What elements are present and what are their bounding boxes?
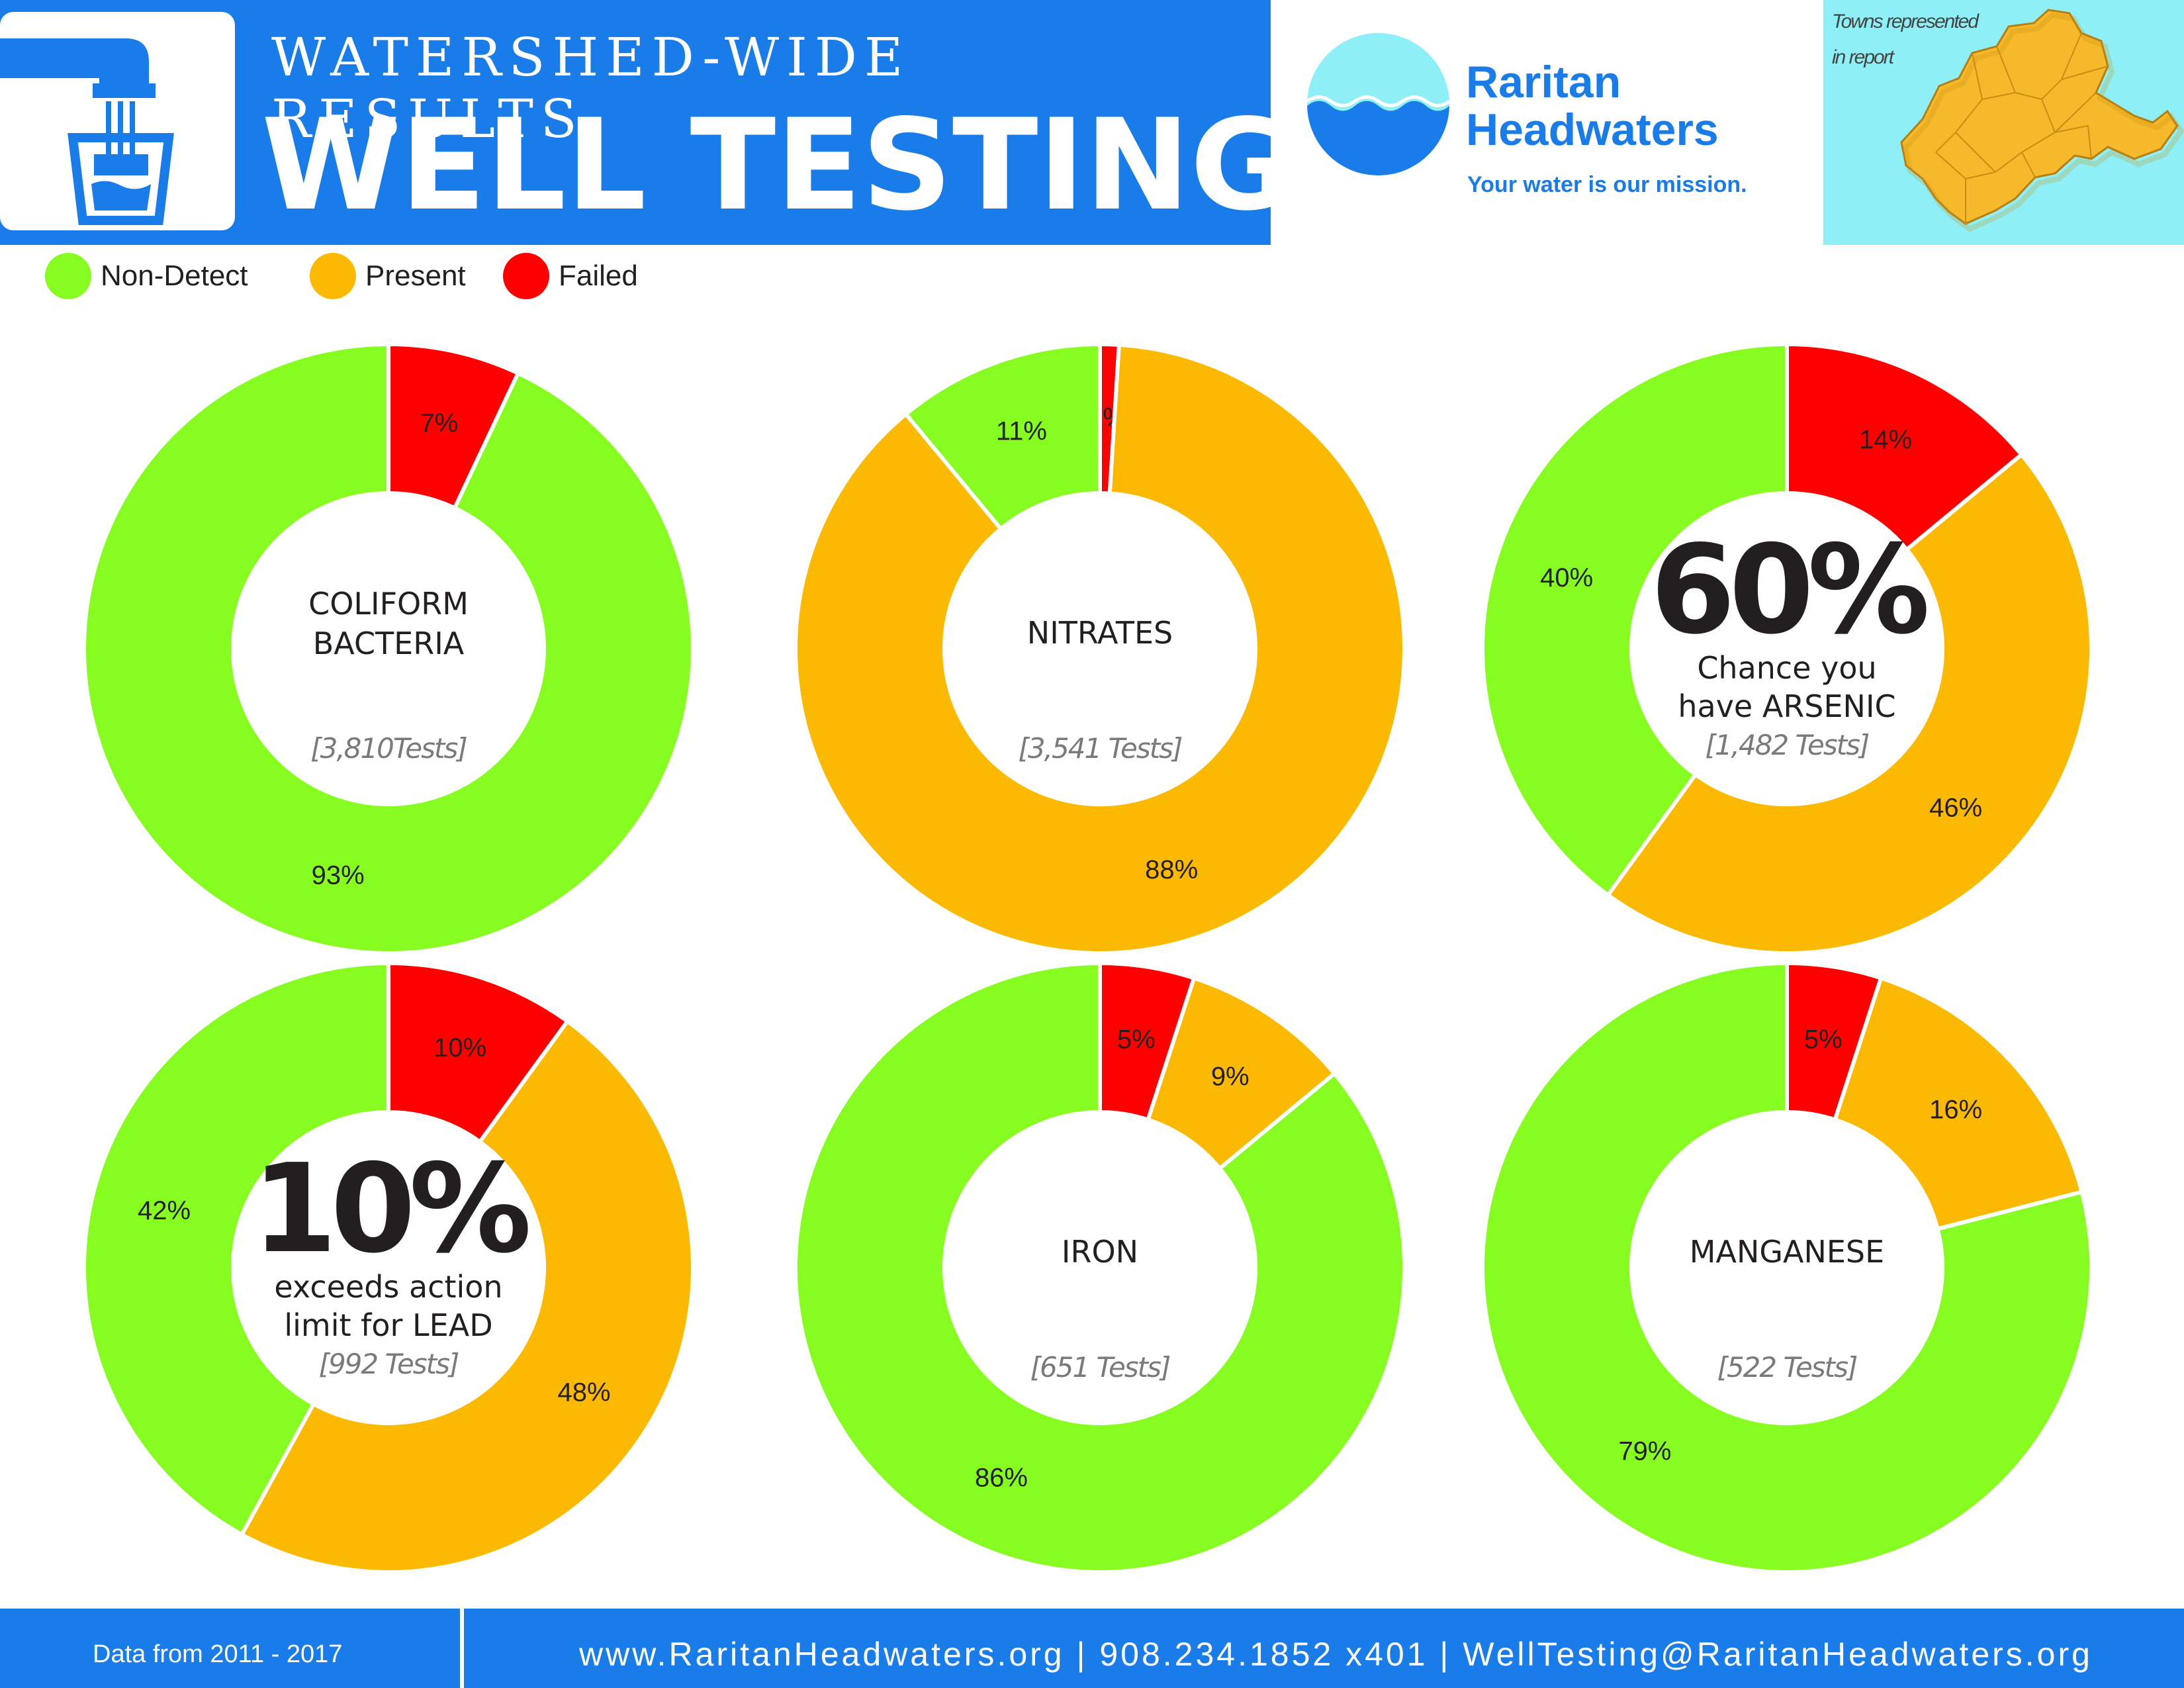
- brand-name-line1: Raritan: [1466, 57, 1621, 107]
- highlight-note: have ARSENIC: [1678, 688, 1895, 724]
- map-caption-line2: in report: [1832, 46, 1894, 68]
- highlight-note: Chance you: [1697, 650, 1876, 686]
- footer-divider: [460, 1609, 464, 1688]
- footer-data-range: Data from 2011 - 2017: [93, 1640, 343, 1668]
- slice-present: [794, 342, 1406, 955]
- test-count: [522 Tests]: [1717, 1351, 1857, 1383]
- slice-present: [1606, 452, 2094, 955]
- slice-failed: [387, 961, 570, 1144]
- chart-name: MANGANESE: [1690, 1234, 1884, 1270]
- slice-label-failed: 14%: [1859, 425, 1912, 454]
- slice-label-non-detect: 11%: [996, 417, 1047, 446]
- map-caption-line1: Towns represented: [1832, 11, 1979, 32]
- slice-label-non-detect: 42%: [138, 1196, 191, 1225]
- test-count: [3,810Tests]: [310, 732, 467, 765]
- slice-non-detect: [82, 961, 390, 1537]
- slice-failed: [1785, 342, 2024, 552]
- chart-name: IRON: [1062, 1234, 1138, 1270]
- towns-map: [1823, 0, 2184, 245]
- report-subtitle: WATERSHED-WIDE RESULTS: [271, 26, 911, 150]
- slice-label-present: 46%: [1929, 794, 1982, 823]
- highlight-note: limit for LEAD: [284, 1307, 492, 1343]
- slice-label-non-detect: 40%: [1540, 563, 1593, 592]
- test-count: [3,541 Tests]: [1019, 732, 1183, 765]
- legend-swatch-failed: [503, 253, 549, 299]
- highlight-note: exceeds action: [274, 1269, 502, 1305]
- legend-label: Present: [365, 259, 466, 292]
- legend-swatch-non-detect: [45, 253, 91, 299]
- slice-non-detect: [1480, 342, 1789, 898]
- water-wave-logo: [1307, 33, 1449, 175]
- slice-non-detect: [1480, 961, 2093, 1574]
- report-title: WELL TESTING: [261, 92, 1294, 238]
- donut-chart-2: 1%88%11%NITRATES[3,541 Tests]: [794, 342, 1406, 955]
- legend-item-failed: Failed: [503, 253, 638, 299]
- slice-label-non-detect: 79%: [1618, 1437, 1671, 1466]
- slice-label-failed: 5%: [1117, 1025, 1156, 1054]
- brand-tagline: Your water is our mission.: [1467, 172, 1747, 197]
- highlight-value: 10%: [252, 1137, 528, 1280]
- test-count: [992 Tests]: [319, 1348, 459, 1380]
- slice-non-detect: [794, 961, 1407, 1574]
- legend-item-non-detect: Non-Detect: [45, 253, 248, 299]
- slice-present: [240, 1019, 695, 1575]
- slice-label-non-detect: 93%: [312, 861, 365, 890]
- chart-name: COLIFORM: [308, 586, 469, 622]
- slice-label-present: 88%: [1145, 855, 1198, 884]
- legend-label: Failed: [559, 259, 638, 292]
- highlight-value: 60%: [1651, 518, 1927, 661]
- slice-non-detect: [82, 342, 695, 955]
- chart-name: BACTERIA: [313, 626, 465, 661]
- donut-chart-5: 5% 9% 86% IRON [651 Tests]: [794, 961, 1407, 1574]
- towns-map-graphic: [1900, 9, 2184, 232]
- donut-chart-1: 7% 93% COLIFORM BACTERIA [3,810Tests]: [82, 342, 695, 955]
- slice-label-present: 48%: [557, 1378, 610, 1407]
- brand-name-line2: Headwaters: [1466, 105, 1719, 155]
- chart-name: NITRATES: [1027, 615, 1173, 651]
- faucet-glass-icon: [0, 12, 235, 230]
- slice-present: [1833, 976, 2084, 1231]
- slice-label-non-detect: 86%: [975, 1464, 1028, 1493]
- header-banner: WATERSHED-WIDE RESULTS WELL TESTING: [0, 0, 1294, 245]
- slice-label-present: 16%: [1929, 1095, 1982, 1124]
- legend-swatch-present: [310, 253, 356, 299]
- slice-non-detect: [903, 342, 1102, 531]
- legend-label: Non-Detect: [101, 259, 248, 292]
- footer-contact[interactable]: www.RaritanHeadwaters.org | 908.234.1852…: [579, 1636, 2093, 1673]
- faucet-glass-icon-graphic: [0, 38, 174, 225]
- test-count: [651 Tests]: [1030, 1351, 1170, 1383]
- test-count: [1,482 Tests]: [1706, 729, 1870, 761]
- slice-label-failed: 5%: [1804, 1025, 1843, 1054]
- legend-item-present: Present: [310, 253, 466, 299]
- slice-label-failed: 7%: [420, 408, 458, 438]
- slice-label-present: 9%: [1211, 1062, 1250, 1092]
- footer-bar: [0, 1609, 2184, 1688]
- slice-label-failed: 10%: [433, 1033, 486, 1062]
- donut-chart-6: 5% 16% 79% MANGANESE [522 Tests]: [1480, 961, 2093, 1574]
